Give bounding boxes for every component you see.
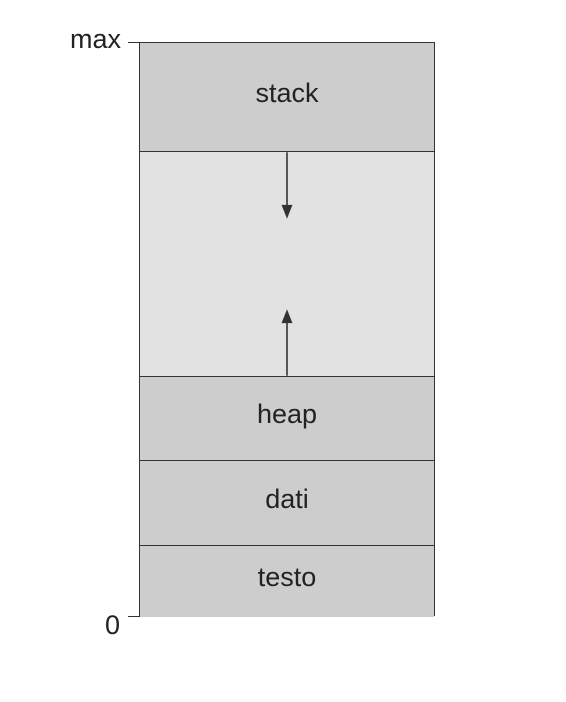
text-segment: testo xyxy=(140,546,434,617)
data-segment-label: dati xyxy=(265,483,309,514)
free-space-segment xyxy=(140,152,434,377)
growth-arrows xyxy=(281,152,293,376)
process-memory-column: stack heap dati testo xyxy=(139,42,435,617)
max-address-label: max xyxy=(70,24,122,54)
data-segment: dati xyxy=(140,461,434,546)
heap-segment-label: heap xyxy=(256,399,318,429)
up-arrow-icon xyxy=(281,309,293,376)
zero-address-label: 0 xyxy=(105,610,121,640)
max-address-tick xyxy=(128,42,140,43)
text-segment-label: testo xyxy=(257,562,317,592)
zero-address-tick xyxy=(128,616,140,617)
down-arrow-icon xyxy=(281,152,293,219)
stack-segment: stack xyxy=(140,43,434,152)
heap-segment: heap xyxy=(140,377,434,461)
stack-segment-label: stack xyxy=(255,77,319,108)
